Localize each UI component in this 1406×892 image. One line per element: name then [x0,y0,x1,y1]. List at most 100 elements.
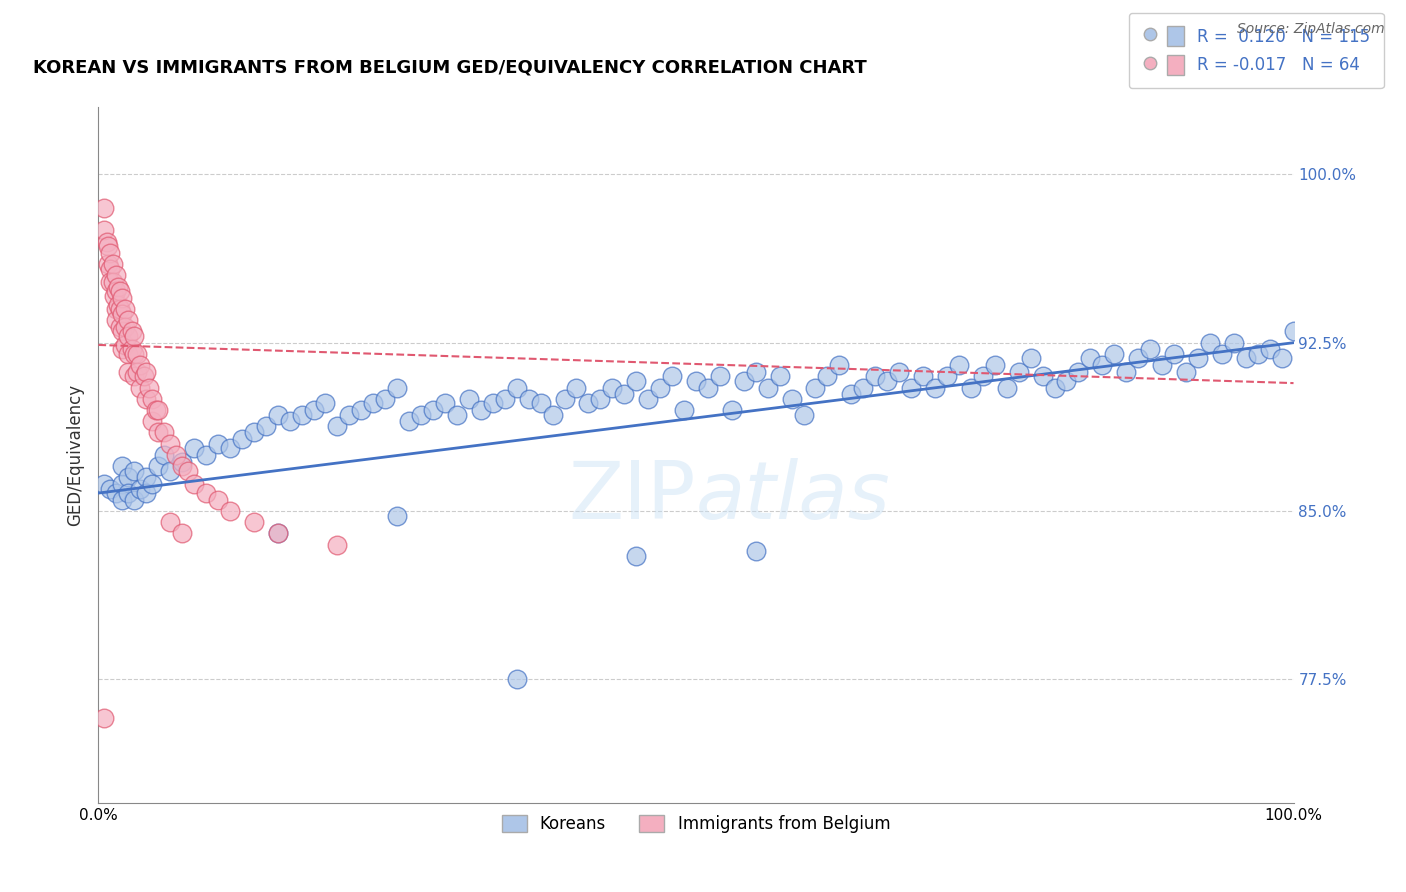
Point [267,526,290,541]
Point [506,673,529,687]
Point [105,301,128,316]
Point [673,403,696,417]
Point [117,365,139,379]
Point [172,455,194,469]
Point [219,504,242,518]
Text: ZIP: ZIP [568,458,696,536]
Point [101,257,124,271]
Point [135,470,157,484]
Point [111,477,134,491]
Point [138,381,160,395]
Point [565,381,588,395]
Point [93,201,115,215]
Point [1104,347,1126,361]
Point [517,392,540,406]
Point [541,408,564,422]
Point [1139,343,1161,357]
Legend: Koreans, Immigrants from Belgium: Koreans, Immigrants from Belgium [495,808,897,839]
Point [195,486,218,500]
Point [111,343,134,357]
Point [302,403,325,417]
Point [114,338,136,352]
Point [1163,347,1185,361]
Point [1282,325,1305,339]
Point [780,392,803,406]
Point [1032,369,1054,384]
Point [984,358,1007,372]
Point [207,436,229,450]
Point [1234,351,1257,366]
Point [1258,343,1281,357]
Point [124,369,146,384]
Point [93,710,115,724]
Point [841,387,863,401]
Point [105,284,128,298]
Point [626,549,648,563]
Point [105,268,128,283]
Point [889,365,911,379]
Y-axis label: GED/Equivalency: GED/Equivalency [66,384,84,526]
Point [207,492,229,507]
Point [129,482,152,496]
Point [852,381,875,395]
Point [153,425,176,440]
Point [141,477,163,491]
Point [111,291,134,305]
Point [278,414,301,428]
Point [117,470,139,484]
Point [363,396,385,410]
Point [709,369,731,384]
Point [1187,351,1209,366]
Point [554,392,576,406]
Point [613,387,636,401]
Point [124,464,146,478]
Point [1056,374,1078,388]
Point [153,448,176,462]
Point [1019,351,1042,366]
Point [98,275,122,289]
Point [626,374,648,388]
Point [117,486,139,500]
Point [326,418,349,433]
Point [578,396,600,410]
Point [470,403,492,417]
Point [183,477,205,491]
Point [1115,365,1137,379]
Point [105,313,128,327]
Point [745,365,768,379]
Point [125,347,148,361]
Point [315,396,337,410]
Point [243,425,266,440]
Point [589,392,612,406]
Point [1211,347,1233,361]
Point [648,381,672,395]
Point [129,381,152,395]
Point [148,403,170,417]
Point [1008,365,1031,379]
Point [219,441,242,455]
Point [745,544,768,558]
Point [111,492,134,507]
Point [172,459,194,474]
Point [93,223,115,237]
Point [1067,365,1090,379]
Point [124,347,146,361]
Point [97,257,120,271]
Text: KOREAN VS IMMIGRANTS FROM BELGIUM GED/EQUIVALENCY CORRELATION CHART: KOREAN VS IMMIGRANTS FROM BELGIUM GED/EQ… [32,58,866,77]
Point [145,403,167,417]
Point [132,369,155,384]
Point [661,369,683,384]
Point [108,301,131,316]
Point [97,239,120,253]
Point [98,261,122,276]
Point [721,403,744,417]
Point [1223,335,1246,350]
Point [948,358,970,372]
Point [117,329,139,343]
Point [960,381,983,395]
Point [114,320,136,334]
Point [865,369,887,384]
Point [96,235,118,249]
Point [111,459,134,474]
Point [291,408,314,422]
